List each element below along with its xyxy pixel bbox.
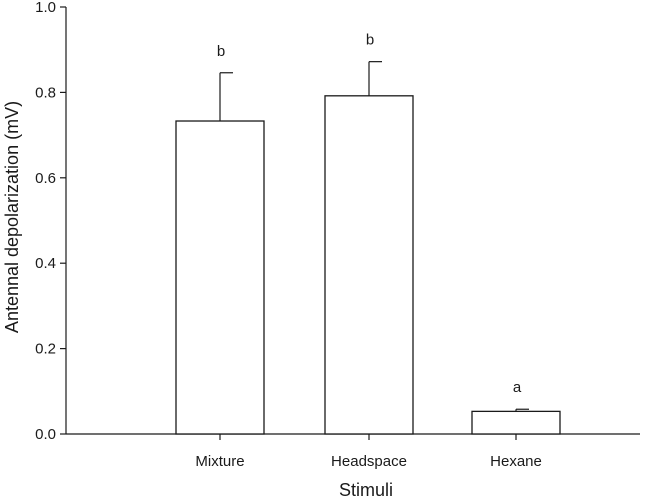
y-tick-label: 0.0: [35, 426, 56, 443]
bar: [471, 410, 561, 435]
bar: [175, 120, 265, 435]
y-tick-label: 0.6: [35, 170, 56, 187]
significance-label: b: [217, 43, 225, 60]
y-tick-label: 0.8: [35, 84, 56, 101]
y-tick-label: 1.0: [35, 0, 56, 16]
x-tick-label: Hexane: [490, 453, 542, 470]
axes: 0.0 0.2 0.4 0.6 0.8 1.0 Mixture Headspace Hexane: [35, 0, 640, 470]
x-axis-title: Stimuli: [339, 480, 393, 500]
bars: b b a: [175, 32, 561, 435]
y-tick-label: 0.4: [35, 255, 56, 272]
x-tick-label: Mixture: [195, 453, 244, 470]
significance-label: a: [513, 379, 522, 396]
bar: [324, 95, 414, 435]
y-tick-label: 0.2: [35, 341, 56, 358]
significance-label: b: [366, 32, 374, 49]
y-axis-title: Antennal depolarization (mV): [2, 101, 22, 333]
x-tick-label: Headspace: [331, 453, 407, 470]
